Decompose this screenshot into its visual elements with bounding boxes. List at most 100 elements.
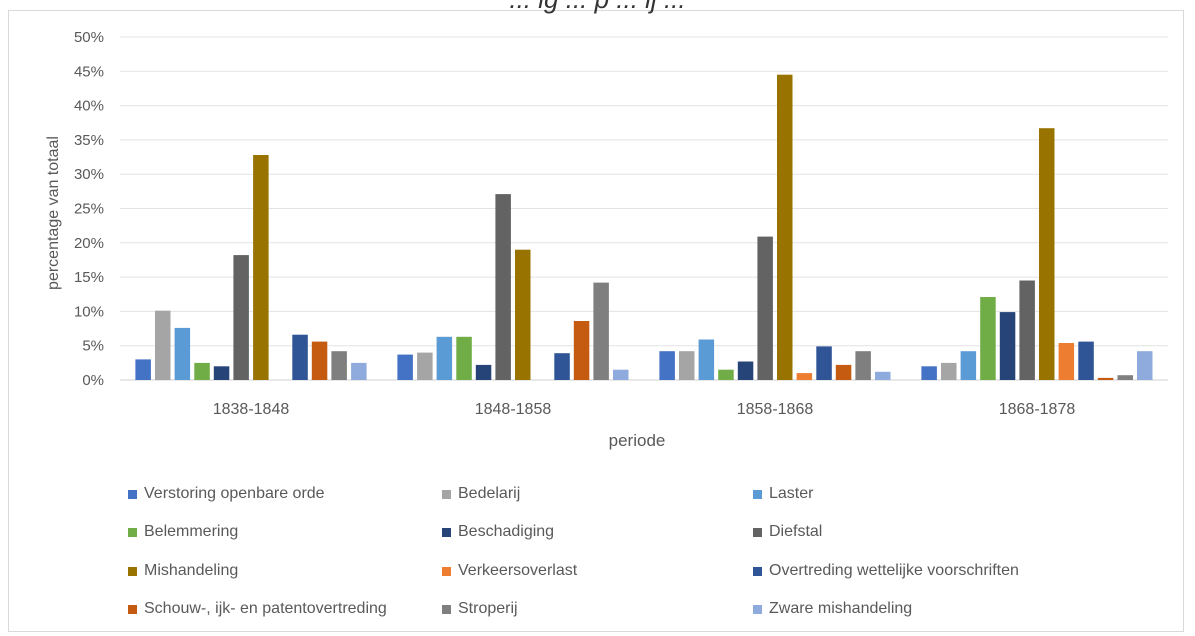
legend-label: Verstoring openbare orde (144, 485, 325, 502)
x-tick-label: 1858-1868 (737, 401, 814, 418)
legend-label: Belemmering (144, 523, 239, 540)
bar (397, 354, 413, 380)
legend-label: Verkeersoverlast (458, 562, 578, 579)
legend-swatch (442, 527, 451, 537)
bar (613, 369, 629, 380)
bar (475, 364, 492, 380)
legend-item: Stroperij (442, 599, 518, 619)
y-axis-label: percentage van totaal (45, 136, 62, 290)
x-axis-label: periode (609, 431, 666, 450)
bar (311, 341, 328, 380)
bar (1137, 351, 1153, 380)
legend-swatch (442, 566, 451, 576)
y-tick-label: 35% (74, 132, 104, 149)
legend-swatch (753, 604, 762, 614)
legend-item: Bedelarij (442, 484, 520, 504)
bar (515, 249, 531, 380)
y-tick-label: 20% (74, 235, 104, 252)
bar (679, 351, 695, 380)
y-tick-label: 0% (82, 372, 104, 389)
bar (1097, 377, 1114, 380)
legend-label: Overtreding wettelijke voorschriften (769, 562, 1019, 579)
bar (417, 352, 433, 380)
legend-swatch (128, 527, 137, 537)
bar (351, 362, 367, 380)
bar (1039, 128, 1055, 380)
legend-label: Mishandeling (144, 562, 239, 579)
bar (941, 362, 957, 380)
legend-item: Laster (753, 484, 813, 504)
y-tick-label: 5% (82, 338, 104, 355)
bar (659, 351, 675, 380)
legend-label: Zware mishandeling (769, 600, 913, 617)
bar (1058, 343, 1075, 380)
legend-swatch (442, 604, 451, 614)
gridlines (120, 36, 1168, 381)
y-tick-label: 30% (74, 166, 104, 183)
legend-item: Schouw-, ijk- en patentovertreding (128, 599, 387, 619)
bar (796, 373, 813, 380)
bar (1019, 280, 1035, 380)
bar (456, 336, 472, 380)
y-tick-label: 50% (74, 29, 104, 46)
legend-swatch (128, 566, 137, 576)
x-tick-label: 1838-1848 (213, 401, 290, 418)
bar (960, 351, 977, 380)
y-tick-label: 40% (74, 98, 104, 115)
bar (875, 371, 891, 380)
bar (1117, 375, 1133, 380)
bar (593, 282, 609, 380)
legend-label: Laster (769, 485, 814, 502)
bar (757, 236, 773, 380)
bar (213, 366, 230, 380)
bar (999, 312, 1016, 380)
bar (1078, 341, 1094, 380)
bar (698, 339, 715, 380)
bar (436, 336, 453, 380)
legend-item: Belemmering (128, 522, 238, 542)
chart-title: ... ig ... p ... ij ... (0, 0, 1195, 15)
legend-label: Diefstal (769, 523, 823, 540)
x-tick-label: 1848-1858 (475, 401, 552, 418)
y-tick-label: 25% (74, 201, 104, 218)
bar (777, 74, 793, 380)
legend-item: Zware mishandeling (753, 599, 912, 619)
legend-swatch (753, 527, 762, 537)
legend-item: Verstoring openbare orde (128, 484, 325, 504)
legend-label: Stroperij (458, 600, 518, 617)
x-tick-labels: 1838-1848 1848-1858 1858-1868 1868-1878 (213, 401, 1076, 418)
legend-swatch (128, 489, 137, 499)
bars (135, 74, 1153, 380)
legend-item: Verkeersoverlast (442, 561, 577, 581)
bar (737, 361, 754, 380)
bar (495, 194, 511, 380)
bar (573, 321, 590, 380)
y-tick-labels: 0% 5% 10% 15% 20% 25% 30% 35% 40% 45% 50% (74, 29, 104, 389)
bar (155, 310, 171, 380)
legend: Verstoring openbare orde Bedelarij Laster B… (128, 482, 1128, 627)
legend-swatch (753, 566, 762, 576)
bar (292, 334, 308, 380)
bar (816, 346, 832, 380)
y-tick-label: 10% (74, 303, 104, 320)
legend-label: Schouw-, ijk- en patentovertreding (144, 600, 387, 617)
bar (855, 351, 871, 380)
legend-swatch (442, 489, 451, 499)
bar (331, 351, 347, 380)
bar (174, 327, 191, 380)
legend-item: Diefstal (753, 522, 822, 542)
legend-item: Beschadiging (442, 522, 554, 542)
bar (718, 369, 734, 380)
bar (194, 362, 210, 380)
legend-item: Overtreding wettelijke voorschriften (753, 561, 1019, 581)
x-tick-label: 1868-1878 (999, 401, 1076, 418)
y-tick-label: 45% (74, 63, 104, 80)
legend-swatch (128, 604, 137, 614)
bar (921, 366, 937, 380)
legend-label: Beschadiging (458, 523, 555, 540)
legend-swatch (753, 489, 762, 499)
legend-label: Bedelarij (458, 485, 521, 502)
y-tick-label: 15% (74, 269, 104, 286)
legend-item: Mishandeling (128, 561, 238, 581)
